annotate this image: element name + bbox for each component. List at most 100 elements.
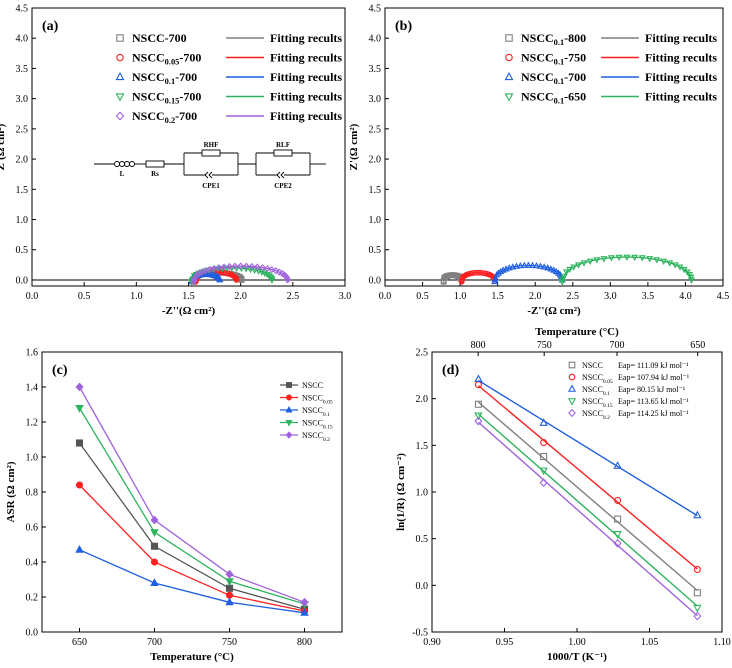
y-tick-label: 4.0 — [369, 34, 382, 45]
data-point — [237, 262, 244, 270]
legend-marker — [285, 420, 293, 427]
legend-marker — [504, 93, 514, 102]
data-point — [623, 254, 631, 261]
legend-fit-label: Fitting recults — [270, 31, 342, 45]
y-tick-label: 1.0 — [16, 215, 29, 226]
y-tick-label: 0.0 — [369, 275, 382, 286]
data-point — [547, 265, 555, 272]
data-point — [233, 277, 240, 283]
series-line — [79, 549, 305, 614]
y-tick-label: 4.0 — [16, 34, 29, 45]
cpe-1 — [204, 171, 213, 179]
data-point — [225, 569, 234, 579]
fit-line — [477, 413, 698, 607]
data-point — [225, 584, 234, 592]
data-point — [693, 589, 701, 597]
data-point — [516, 261, 524, 269]
data-point — [540, 452, 548, 461]
y-tick-label: 0.0 — [416, 581, 429, 592]
y-tick-label: 2.5 — [16, 124, 29, 135]
data-point — [75, 439, 84, 447]
series-line — [78, 386, 305, 603]
legend-label: NSCC0.15 — [582, 397, 613, 409]
legend-fit-label: Fitting recults — [645, 31, 717, 45]
legend-label: NSCC — [582, 361, 603, 370]
data-point — [215, 264, 223, 272]
data-point — [671, 262, 679, 269]
circuit-label-l: L — [120, 170, 125, 178]
data-point — [495, 269, 502, 276]
x-tick-label: 1.0 — [130, 291, 143, 302]
legend-label: NSCC0.1-800 — [521, 31, 586, 47]
data-point — [533, 261, 541, 269]
legend-marker — [568, 361, 576, 369]
legend-activation-energy: Eap= 107.94 kJ mol⁻¹ — [618, 373, 690, 382]
legend-label: NSCC0.2 — [302, 431, 330, 443]
data-point — [243, 262, 250, 270]
inductor-coil — [114, 161, 120, 167]
data-point — [251, 267, 259, 274]
series-line — [79, 484, 305, 612]
data-point — [195, 269, 203, 278]
y-axis-label: ln(1/R) (Ω cm⁻²) — [395, 453, 407, 531]
data-point — [613, 531, 622, 539]
legend-marker — [285, 405, 293, 413]
data-point — [474, 400, 482, 408]
data-point — [660, 258, 668, 265]
x-tick-label: 700 — [147, 637, 162, 648]
data-point — [272, 267, 280, 275]
y-tick-label: 3.5 — [16, 64, 29, 75]
x-tick-label: 4.0 — [679, 291, 692, 302]
top-tick-label: 650 — [690, 340, 705, 351]
x-tick-label: 3.0 — [604, 291, 617, 302]
x-tick-label: 650 — [72, 637, 87, 648]
data-point — [471, 270, 478, 276]
y-tick-label: 0.5 — [369, 245, 382, 256]
y-tick-label: 1.5 — [416, 441, 429, 452]
data-point — [150, 578, 159, 586]
data-point — [586, 258, 594, 265]
y-tick-label: 2.0 — [416, 394, 429, 405]
top-tick-label: 700 — [610, 340, 625, 351]
x-tick-label: 1.0 — [454, 291, 467, 302]
data-point — [220, 263, 228, 271]
y-tick-label: 0.0 — [26, 628, 39, 639]
y-tick-label: 0.6 — [26, 523, 39, 534]
data-point — [536, 262, 544, 269]
fit-line — [478, 379, 698, 517]
data-point — [75, 545, 84, 553]
data-point — [474, 416, 483, 426]
legend-marker — [286, 382, 292, 388]
data-point — [687, 277, 695, 284]
fit-line — [477, 421, 698, 617]
data-point — [225, 591, 234, 599]
y-tick-label: 1.0 — [26, 453, 39, 464]
x-tick-label: 0.0 — [26, 291, 39, 302]
y-tick-label: 4.5 — [16, 4, 29, 15]
data-point — [613, 538, 622, 548]
data-point — [613, 461, 622, 469]
inductor-coil — [124, 161, 130, 167]
series-line — [78, 442, 305, 610]
x-tick-label: 2.5 — [287, 291, 300, 302]
resistor-rlf — [273, 149, 293, 157]
data-point — [283, 274, 291, 282]
data-point — [631, 254, 639, 262]
y-tick-label: 1.5 — [16, 185, 29, 196]
data-point — [474, 374, 483, 383]
data-point — [614, 515, 622, 523]
legend-label: NSCC0.1 — [302, 406, 330, 418]
circuit-label-rs: Rs — [151, 170, 159, 178]
y-axis-label: ASR (Ω cm²) — [5, 461, 17, 522]
legend-label: NSCC0.15 — [302, 419, 333, 431]
data-point — [75, 382, 84, 392]
y-tick-label: 3.0 — [369, 94, 382, 105]
panel-label: (c) — [52, 363, 68, 378]
legend-label: NSCC0.1 — [582, 385, 610, 397]
x-tick-label: 4.5 — [717, 291, 730, 302]
data-point — [248, 262, 256, 271]
data-point — [150, 515, 159, 525]
data-point — [284, 276, 291, 284]
data-point — [550, 266, 558, 273]
